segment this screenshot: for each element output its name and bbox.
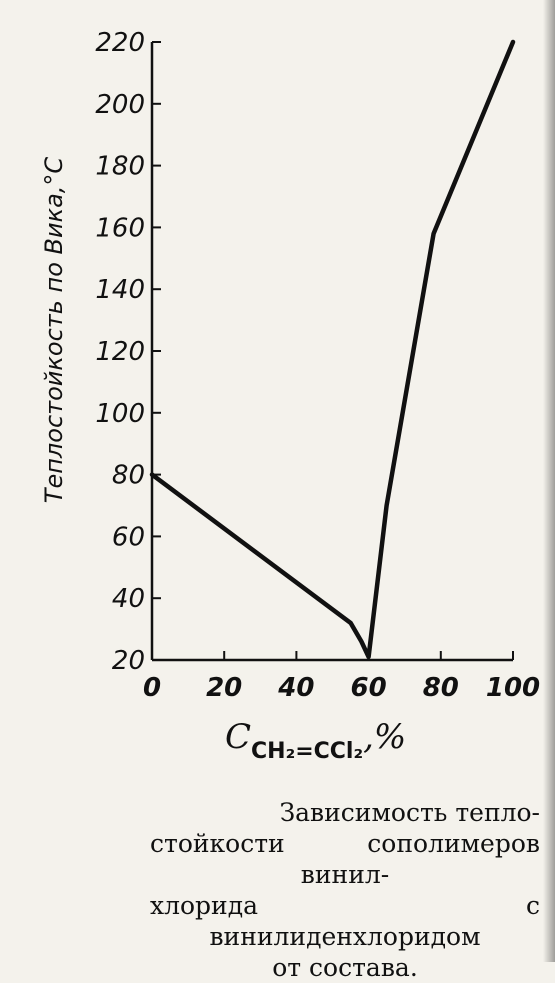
caption-line: хлорида с винилиденхлоридом xyxy=(150,891,540,951)
x-axis-label-subscript: CH₂=CCl₂ xyxy=(251,739,363,764)
x-tick-label: 40 xyxy=(277,673,314,703)
y-tick-label: 160 xyxy=(95,213,145,243)
scan-edge-shadow xyxy=(543,0,555,962)
y-tick-label: 80 xyxy=(112,461,145,491)
y-tick-label: 200 xyxy=(95,90,145,120)
caption-line: стойкости сополимеров винил- xyxy=(150,829,540,889)
caption-line: Зависимость тепло- xyxy=(279,798,540,827)
y-tick-label: 140 xyxy=(95,275,145,305)
chart-axes xyxy=(150,42,513,662)
x-tick-label: 80 xyxy=(423,673,459,703)
x-axis-label: CCH₂=CCl₂,% xyxy=(225,717,406,764)
figure-caption: Зависимость тепло- стойкости сополимеров… xyxy=(150,797,540,983)
x-tick-labels: 0 20 40 60 80 100 xyxy=(143,651,540,703)
x-axis-label-prefix: C xyxy=(225,717,251,757)
x-tick-label: 20 xyxy=(206,673,242,703)
y-tick-label: 20 xyxy=(112,646,145,676)
x-tick-label: 0 xyxy=(143,673,161,703)
y-axis-label: Теплостойкость по Вика,°С xyxy=(40,157,68,504)
y-tick-label: 180 xyxy=(95,152,145,182)
y-tick-label: 60 xyxy=(112,522,145,552)
y-tick-label: 40 xyxy=(112,584,145,614)
y-tick-label: 100 xyxy=(95,399,145,429)
x-tick-label: 60 xyxy=(351,673,387,703)
series xyxy=(149,39,516,660)
x-axis-label-suffix: ,% xyxy=(363,717,406,757)
series-line xyxy=(149,39,516,660)
caption-line: от состава. xyxy=(272,953,418,982)
x-tick-label: 100 xyxy=(486,673,540,703)
y-tick-label: 220 xyxy=(95,28,145,58)
y-tick-label: 120 xyxy=(95,337,145,367)
y-tick-labels: 20 40 60 80 100 120 140 160 180 200 220 xyxy=(95,28,161,676)
